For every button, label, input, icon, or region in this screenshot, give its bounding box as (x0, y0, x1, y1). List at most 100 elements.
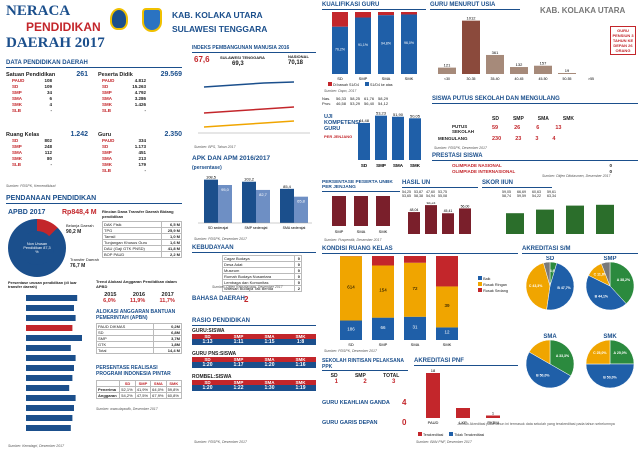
realisasi-cell: 54,2% (119, 392, 136, 399)
rasio-value: 1:19 (295, 385, 306, 391)
rasio-header: SMA (264, 357, 275, 362)
uji-bar (392, 116, 404, 160)
usia-bar-label: 1012 (467, 16, 477, 21)
uji-bar (409, 118, 421, 160)
guru-list: PAUD 334 SD 1.173 SMP 451 SMA 213 SMK 179 SLB - (102, 138, 146, 174)
apk-bar (204, 179, 218, 223)
pie-slice (525, 351, 572, 389)
apbd-donut: Non Urusan Pendidikan 87,3 % (8, 219, 66, 277)
pnf-bar-label: 1 (492, 411, 495, 416)
keahlian-title: GURU KEAHLIAN GANDA (322, 400, 390, 406)
usia-category-label: <30 (444, 77, 450, 81)
bantuan-label: Total (96, 347, 154, 354)
rasio-source: Sumber: PDSPK, Desember 2017 (194, 440, 247, 444)
rasio-header: SMA (264, 334, 275, 339)
pnf-legend-1-label: Terakreditasi (422, 433, 444, 437)
persen-bar (26, 295, 78, 301)
rasio-header: SD (204, 334, 211, 339)
rincian-label: BOP PAUD (101, 251, 163, 258)
unbk-chart: SMP SMA SMK (332, 196, 390, 234)
rombel-table: SD SMP SMA SMK 1:20 1:22 1:30 1:19 (192, 380, 316, 391)
putus-h-smk: SMK (562, 116, 575, 122)
kual-legend-2-label: S1/D4 ke atas (369, 83, 393, 87)
kondisi-bar-ringan (372, 265, 394, 318)
pie-slice (549, 339, 575, 377)
guru-usia-section: GURU MENURUT USIA KAB. KOLAKA UTARA 121 <… (430, 2, 638, 94)
kual-bar-s1 (401, 14, 417, 74)
pnf-title: AKREDITASI PNF (414, 358, 518, 366)
kual-legend-1: Di bawah S1/D4 (328, 82, 359, 87)
satuan-row: SMA 6 (12, 96, 52, 102)
uji-kompetensi-section: Nas. 56,33 58,25 61,76 58,29 Prov. 46,58 53,29… (322, 96, 426, 176)
pie-title: SMA (543, 334, 557, 340)
guru-siswa-label: GURU:SISWA (192, 328, 225, 334)
satuan-row: PAUD 108 (12, 78, 52, 84)
rincian-row: DAU (Gaji GTK PNSD) 41,8 M (101, 245, 182, 252)
akreditasi-note: Jumlah Akreditasi pada tahun ini termasu… (457, 422, 615, 426)
pie-slice (546, 262, 575, 311)
uji-bar-label: 44,48 (359, 118, 370, 123)
kondisi-category-label: SD (348, 342, 354, 347)
kondisi-bar-sedang (372, 256, 394, 266)
rasio-section: RASIO PENDIDIKAN GURU:SISWA SD SMP SMA SMK 1… (192, 318, 316, 448)
peserta-row: SD 15.263 (102, 84, 146, 90)
hasil-un-title: HASIL UN (402, 180, 478, 188)
kondisi-legend-ringan-label: Rusak Ringan (483, 283, 507, 287)
ipm-line-kab (203, 120, 295, 128)
ruang-row-label: SMK (12, 156, 22, 161)
guru-row-label: SMK (102, 162, 112, 167)
satuan-row-label: SLB (12, 108, 21, 113)
pie-slice-label: C 43,3% (529, 284, 543, 288)
realisasi-cell: 47,5% (134, 392, 152, 399)
pie-slice-label: A 33,3% (556, 354, 570, 358)
guru-row: SLB - (102, 168, 146, 174)
header-title-line2: PENDIDIKAN (26, 20, 101, 34)
guru-row-label: PAUD (102, 138, 115, 143)
kual-bar-below (355, 12, 371, 18)
guru-row-value: 179 (138, 162, 146, 167)
uji-prov-sd: 46,58 (336, 101, 347, 106)
kondisi-bar-ringan (404, 262, 426, 317)
peserta-total: 29.569 (160, 71, 182, 78)
usia-category-label: 30-35 (467, 77, 476, 81)
kebudayaan-row: Warisan Budaya Tak Benda 2 (222, 285, 303, 292)
region-province: SULAWESI TENGGARA (172, 24, 268, 34)
tren-year-2015: 2015 (104, 292, 117, 298)
uji-nas-smp: 58,25 (350, 96, 361, 101)
usia-bar (462, 20, 480, 74)
peserta-row-label: SLB (102, 108, 111, 113)
un-bar-label: 45,41 (444, 209, 453, 213)
uji-nas-sd: 56,33 (336, 96, 347, 101)
region-name: KAB. KOLAKA UTARA (172, 10, 263, 20)
ruang-row-label: SMA (12, 150, 22, 155)
kual-bar-s1 (355, 17, 371, 75)
pie-title: SMK (603, 334, 617, 340)
kondisi-legend-baik: Baik (478, 276, 508, 282)
ipm-section: INDEKS PEMBANGUNAN MANUSIA 2016 67,6 SUL… (192, 45, 316, 151)
uji-subtitle: PER JENJANG (324, 134, 353, 139)
pnf-bar (426, 373, 440, 418)
peserta-row-value: 3.286 (134, 96, 146, 101)
rintisan-sd: 1 (334, 379, 338, 385)
ipm-title: INDEKS PEMBANGUNAN MANUSIA 2016 (192, 45, 316, 53)
un-bar (408, 212, 420, 234)
prestasi-list: OLIMPIADE NASIONAL 0 OLIMPIADE INTERNASION… (452, 163, 612, 175)
usia-bar-label: 132 (516, 62, 523, 67)
garis-depan-value: 0 (402, 418, 407, 427)
prestasi-row-value: 0 (609, 163, 612, 168)
mengulang-sma: 3 (535, 136, 539, 142)
prestasi-row-label: OLIMPIADE INTERNASIONAL (452, 169, 516, 174)
guru-pns-label: GURU PNS:SISWA (192, 351, 237, 357)
persen-bar (26, 305, 74, 311)
realisasi-table: SD SMP SMA SMK Penerima 52,1% 41,9% 64,0% 59,8% A… (95, 380, 183, 399)
kual-bar-label: 96,0% (404, 41, 414, 45)
kondisi-bar-sedang (436, 256, 458, 287)
uji-title: UJI KOMPETENSI GURU (324, 114, 361, 132)
putus-h-sd: SD (492, 116, 499, 122)
ruang-label: Ruang Kelas (6, 132, 40, 138)
kondisi-ruang-chart: 614 186 SD 154 66 SMP 72 31 SMA 39 12 SMK (340, 256, 458, 347)
skor-bar (596, 204, 614, 234)
rintisan-section: SEKOLAH RINTISAN PELAKSANA PPK SD SMP TO… (322, 358, 408, 392)
peserta-row-label: SMA (102, 96, 112, 101)
uji-bar-label: 50,05 (410, 113, 421, 118)
